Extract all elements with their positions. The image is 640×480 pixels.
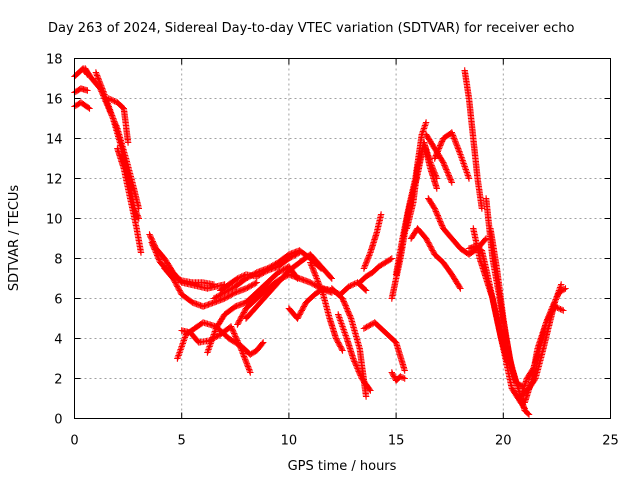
series-markers (470, 225, 528, 412)
y-tick-label: 0 (54, 413, 62, 428)
series-markers (521, 303, 567, 406)
series-trace-33 (461, 67, 486, 212)
series-trace-24 (356, 255, 395, 286)
y-tick-label: 2 (54, 373, 62, 388)
plot-frame (74, 58, 611, 419)
series-markers (356, 255, 395, 286)
axis-ticks (74, 58, 611, 419)
series-markers (461, 67, 486, 212)
y-tick-label: 18 (46, 53, 63, 68)
series-trace-9 (148, 239, 218, 288)
series-trace-17 (242, 251, 335, 322)
series-trace-7 (114, 145, 145, 256)
series-markers (335, 311, 374, 394)
x-tick-labels: 0 5 10 15 20 25 (70, 434, 618, 449)
series-trace-15 (217, 249, 303, 294)
y-tick-label: 6 (54, 293, 62, 308)
data-series-group (71, 65, 569, 418)
y-tick-label: 12 (46, 173, 63, 188)
x-tick-label: 0 (70, 434, 78, 449)
series-markers (388, 369, 408, 384)
y-tick-label: 4 (54, 333, 62, 348)
series-markers (407, 225, 464, 292)
series-trace-22 (360, 319, 408, 374)
series-trace-19 (307, 259, 346, 354)
series-markers (105, 95, 132, 146)
series-trace-10 (161, 265, 260, 310)
series-trace-25 (360, 211, 385, 272)
series-trace-23 (388, 369, 408, 384)
series-trace-13 (204, 263, 301, 356)
series-trace-29 (407, 225, 464, 292)
series-markers (422, 131, 455, 186)
series-markers (242, 251, 335, 322)
series-markers (204, 263, 301, 356)
series-trace-35 (470, 225, 528, 412)
series-trace-37 (487, 225, 526, 390)
series-trace-28 (403, 139, 440, 232)
y-tick-label: 16 (46, 93, 63, 108)
series-markers (217, 249, 303, 294)
y-tick-label: 8 (54, 253, 62, 268)
x-axis-label: GPS time / hours (288, 459, 397, 474)
series-trace-32 (422, 131, 455, 186)
series-markers (161, 265, 260, 310)
series-markers (360, 319, 408, 374)
x-tick-label: 10 (281, 434, 298, 449)
y-tick-labels: 0 2 4 6 8 10 12 14 16 18 (46, 53, 63, 428)
series-markers (148, 239, 218, 288)
series-markers (360, 211, 385, 272)
series-trace-6 (105, 95, 132, 146)
y-tick-label: 14 (46, 133, 63, 148)
x-tick-label: 25 (602, 434, 619, 449)
series-markers (114, 145, 145, 256)
y-axis-label: SDTVAR / TECUs (7, 185, 22, 292)
x-tick-label: 20 (495, 434, 512, 449)
chart-title: Day 263 of 2024, Sidereal Day-to-day VTE… (48, 21, 575, 36)
y-tick-label: 10 (46, 213, 63, 228)
grid-lines (74, 58, 611, 419)
series-trace-21 (335, 311, 374, 394)
series-markers (403, 139, 440, 232)
x-tick-label: 5 (178, 434, 186, 449)
series-trace-40 (521, 303, 567, 406)
series-markers (487, 225, 526, 390)
x-tick-label: 15 (388, 434, 405, 449)
series-markers (307, 259, 346, 354)
